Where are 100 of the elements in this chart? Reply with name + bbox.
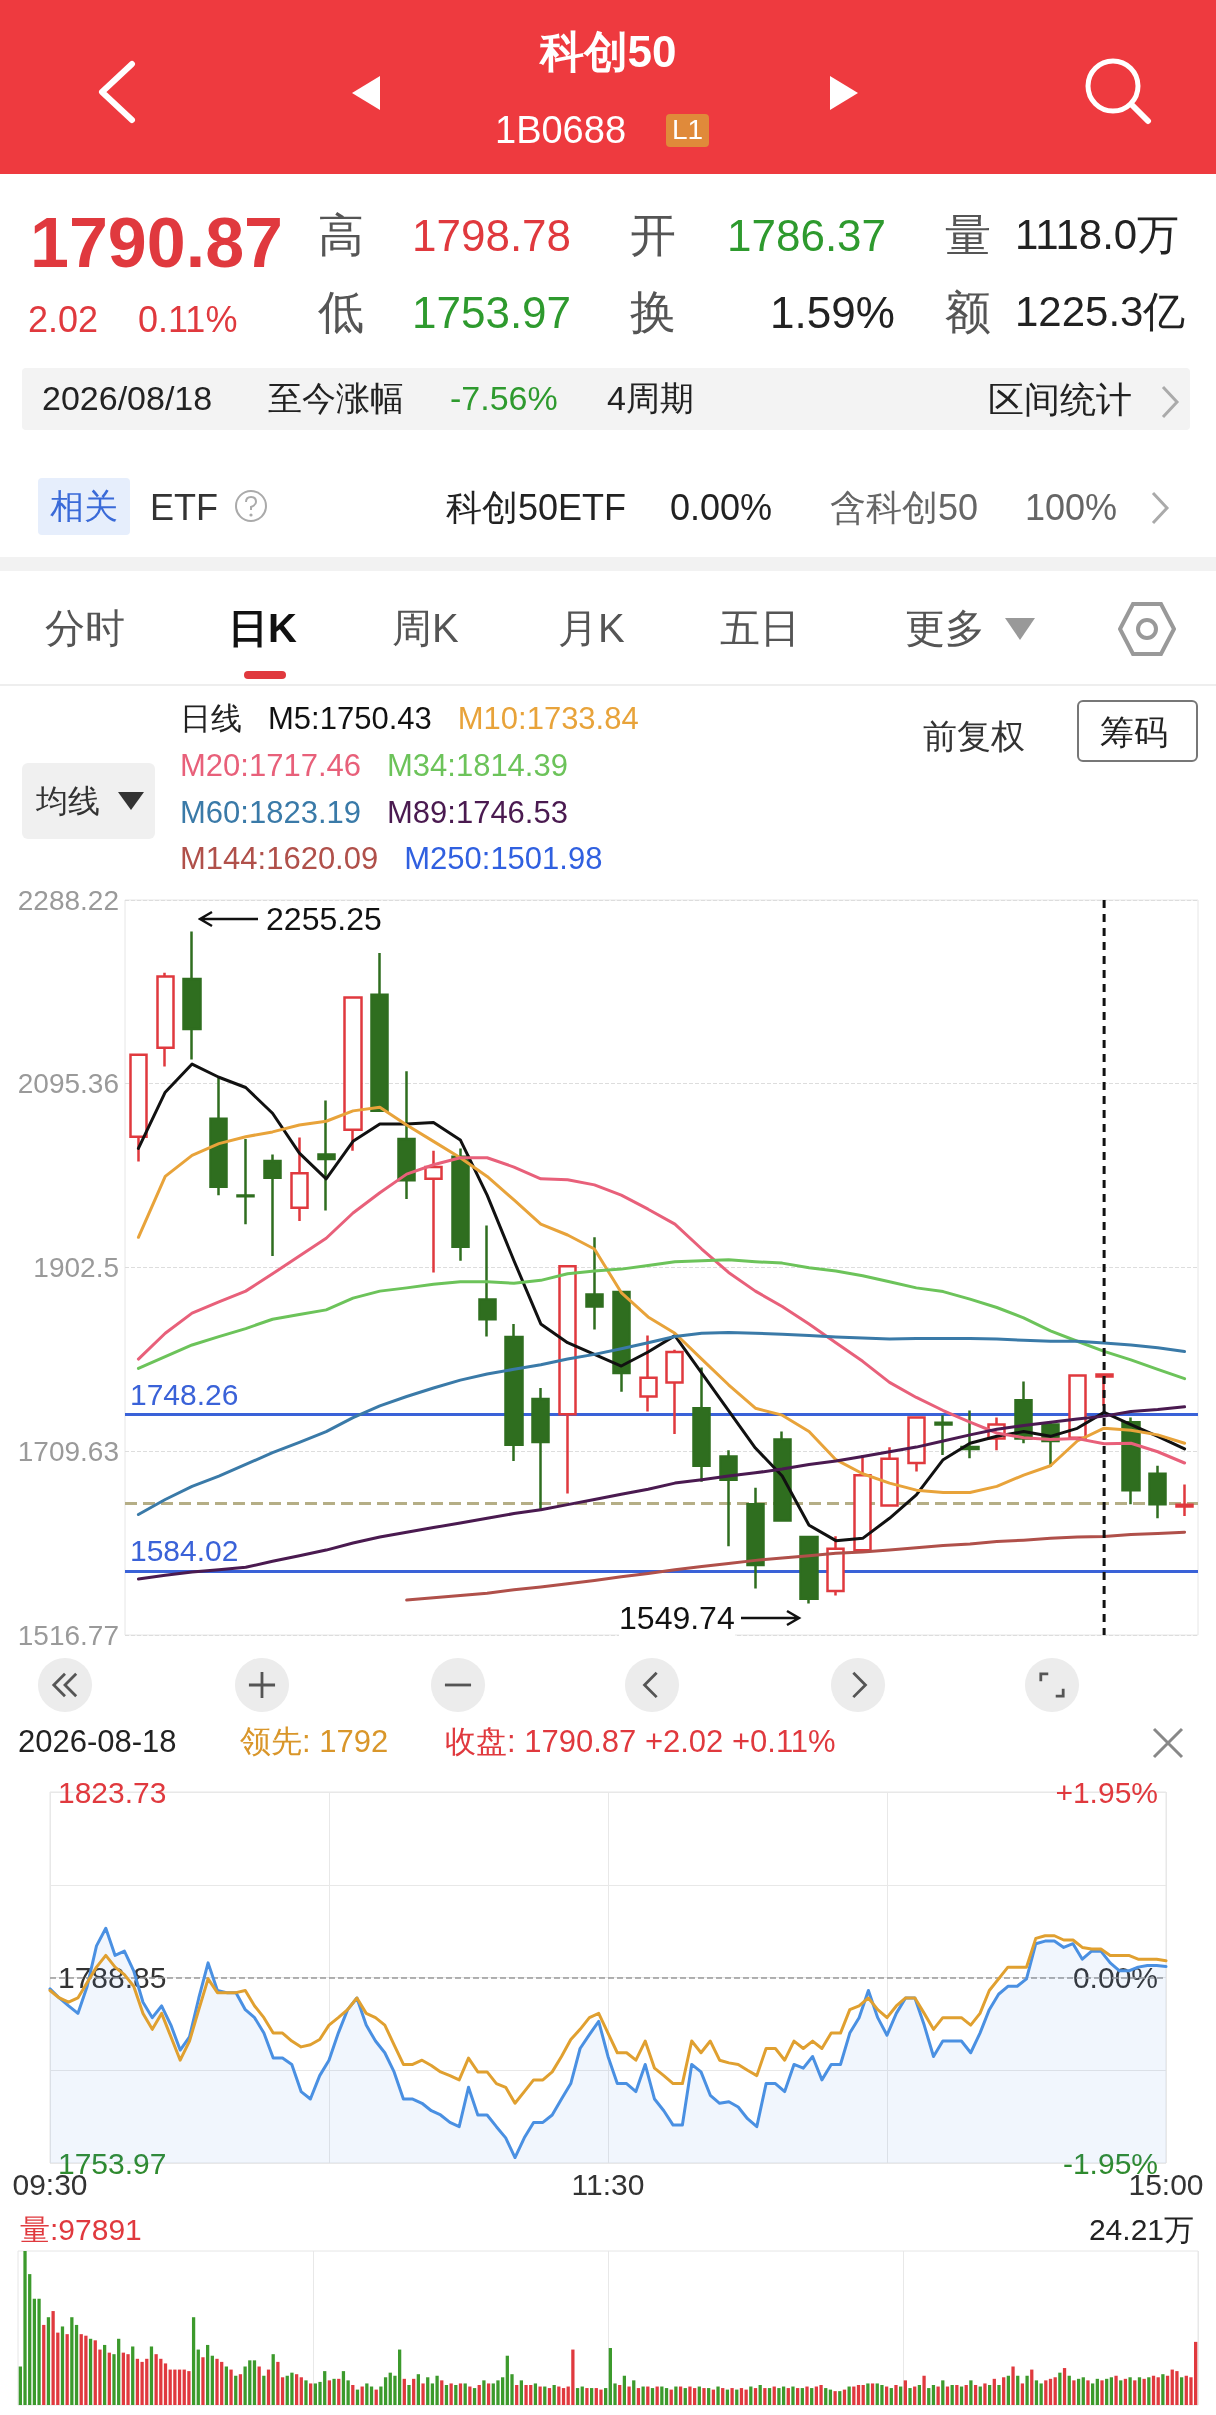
- text: 含科创50: [830, 487, 979, 528]
- candlestick: [934, 1413, 953, 1457]
- text: 收盘: 1790.87 +2.02 +0.11%: [445, 1724, 836, 1760]
- bar: [88, 2338, 93, 2405]
- bar: [856, 2384, 861, 2405]
- text: 科创50ETF: [446, 487, 627, 528]
- bar: [992, 2378, 996, 2405]
- bar: [1091, 2383, 1095, 2405]
- bar: [1175, 2371, 1179, 2405]
- bar: [70, 2317, 74, 2405]
- bar: [585, 2388, 589, 2405]
- bar: [599, 2389, 603, 2405]
- bar: [1147, 2377, 1151, 2405]
- bar: [604, 2388, 608, 2405]
- bar: [767, 2388, 772, 2405]
- bar: [299, 2377, 303, 2405]
- candlestick: [424, 1149, 443, 1274]
- bar: [477, 2384, 481, 2405]
- candlestick: [799, 1534, 819, 1605]
- bar: [1025, 2375, 1029, 2405]
- candlestick: [1148, 1464, 1167, 1520]
- candlestick: [880, 1446, 899, 1508]
- bar: [1133, 2380, 1137, 2405]
- bar: [1100, 2380, 1104, 2405]
- legend-label: M250:1501.98: [404, 840, 603, 879]
- bar: [454, 2384, 458, 2405]
- bar: [1044, 2380, 1048, 2405]
- bar: [1086, 2380, 1090, 2405]
- candlestick: [1175, 1483, 1194, 1518]
- bar: [927, 2388, 931, 2405]
- text: 100%: [1025, 487, 1118, 528]
- bar: [1081, 2377, 1085, 2405]
- candlestick: [156, 971, 175, 1068]
- bar: [1006, 2375, 1010, 2405]
- bar: [351, 2384, 355, 2405]
- text: 日K: [228, 606, 297, 650]
- bar: [327, 2380, 332, 2405]
- annotation: 1549.74: [619, 1599, 735, 1636]
- bar: [1020, 2383, 1025, 2405]
- text: 1118.0万: [1015, 211, 1180, 259]
- bar: [23, 2251, 27, 2405]
- bar: [819, 2384, 823, 2405]
- text: 相关: [38, 478, 130, 536]
- bar: [810, 2388, 814, 2405]
- bar: [702, 2388, 706, 2405]
- bar: [238, 2374, 243, 2405]
- bar: [824, 2388, 828, 2405]
- bar: [449, 2383, 453, 2405]
- bar: [46, 2317, 51, 2405]
- bar: [1151, 2375, 1156, 2405]
- candlestick: [907, 1415, 926, 1473]
- bar: [1067, 2375, 1071, 2405]
- bar: [1030, 2369, 1034, 2405]
- candlestick: [558, 1264, 577, 1495]
- text: 0.00%: [670, 487, 773, 528]
- text: 分时: [45, 606, 125, 650]
- bar: [692, 2388, 697, 2405]
- bar: [922, 2375, 926, 2405]
- text: 更多: [905, 606, 985, 650]
- bar: [1011, 2366, 1015, 2405]
- bar: [805, 2386, 809, 2405]
- bar: [131, 2346, 135, 2405]
- y-tick-label: 2095.36: [17, 1068, 119, 1100]
- bar: [1062, 2368, 1067, 2405]
- bar: [1039, 2383, 1043, 2405]
- bar: [721, 2388, 725, 2405]
- bar: [421, 2383, 425, 2405]
- bar: [716, 2386, 720, 2405]
- bar: [252, 2360, 257, 2405]
- bar: [84, 2335, 88, 2405]
- bar: [102, 2344, 107, 2405]
- bar: [524, 2384, 528, 2405]
- bar: [973, 2384, 978, 2405]
- text: 量: [945, 209, 991, 261]
- candlestick: [478, 1224, 497, 1338]
- text: M60:1823.19: [180, 793, 361, 832]
- bar: [468, 2386, 472, 2405]
- text: 额: [945, 286, 991, 338]
- bar: [618, 2384, 622, 2405]
- bar: [149, 2346, 154, 2405]
- text: 高: [318, 209, 364, 261]
- text: 1753.97: [412, 288, 572, 338]
- bar: [739, 2388, 744, 2405]
- bar: [955, 2384, 959, 2405]
- text: 周K: [392, 606, 459, 650]
- bar: [177, 2369, 182, 2405]
- bar: [341, 2371, 346, 2405]
- bar: [964, 2384, 968, 2405]
- bar: [1109, 2377, 1114, 2405]
- text: M34:1814.39: [386, 746, 568, 785]
- text: M20:1717.46: [180, 746, 361, 785]
- y2-tick-label: 0.00%: [1072, 1961, 1158, 1994]
- candlestick: [236, 1137, 255, 1226]
- bar: [515, 2384, 519, 2405]
- annotation: 2255.25: [266, 901, 382, 938]
- candlestick: [826, 1534, 845, 1597]
- bar: [903, 2380, 907, 2405]
- text: 2.02: [28, 299, 99, 340]
- candlestick: [343, 994, 363, 1152]
- bar: [1016, 2375, 1020, 2405]
